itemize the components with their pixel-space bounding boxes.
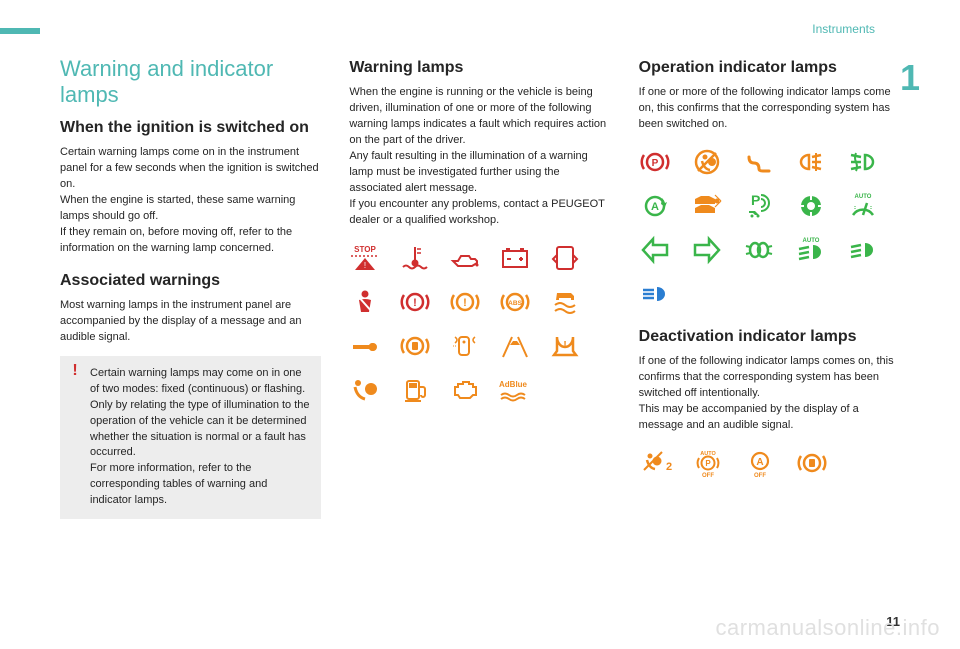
svg-text:2: 2 (666, 461, 672, 473)
svg-text:A: A (651, 201, 659, 213)
para-warning-lamps: When the engine is running or the vehicl… (349, 85, 610, 228)
brake-icon: ! (399, 287, 431, 317)
para-operation: If one or more of the following indicato… (639, 85, 900, 133)
front-fog-icon (847, 147, 879, 177)
column-2: Warning lamps When the engine is running… (349, 56, 610, 519)
column-3: Operation indicator lamps If one or more… (639, 56, 900, 519)
seatbelt-icon (349, 287, 381, 317)
service-icon (349, 331, 381, 361)
airbag-off-2-icon: 2 (639, 448, 673, 478)
handbrake-icon: P (639, 147, 671, 177)
park-assist-icon: P (743, 191, 775, 221)
tyre-pressure-icon: ! (549, 331, 581, 361)
airbag-icon (349, 375, 381, 405)
para-associated: Most warning lamps in the instrument pan… (60, 298, 321, 346)
svg-text:!: ! (364, 261, 366, 270)
svg-text:AdBlue: AdBlue (499, 380, 528, 389)
auto-p-off-icon: AUTO P OFF (691, 448, 725, 478)
svg-text:!: ! (413, 297, 417, 309)
svg-text:P: P (651, 158, 658, 169)
svg-text:!: ! (564, 340, 567, 351)
auto-wipe-icon: AUTO (847, 191, 879, 221)
preheat-icon (743, 147, 775, 177)
esp-icon (549, 287, 581, 317)
heading-operation: Operation indicator lamps (639, 58, 900, 77)
svg-text:OFF: OFF (754, 473, 766, 478)
brake-fault-icon: ! (449, 287, 481, 317)
stop-start-off-icon: A OFF (743, 448, 777, 478)
deactivation-icon-grid: 2 AUTO P OFF A OFF (639, 448, 900, 478)
abs-icon: ABS (499, 287, 531, 317)
svg-text:AUTO: AUTO (854, 194, 871, 200)
operation-icon-grid: P A P (639, 147, 900, 309)
esp-off-icon (795, 448, 829, 478)
callout-text: Certain warning lamps may come on in one… (90, 366, 311, 509)
page-title: Warning and indicator lamps (60, 56, 321, 108)
rear-fog-icon (795, 147, 827, 177)
svg-text:A: A (756, 457, 763, 468)
battery-icon (499, 243, 531, 273)
dipped-beam-icon (847, 235, 879, 265)
svg-text:ABS: ABS (508, 300, 522, 307)
fuel-low-icon (399, 375, 431, 405)
oil-pressure-icon (449, 243, 481, 273)
lane-departure-icon (499, 331, 531, 361)
passenger-airbag-off-icon (691, 147, 723, 177)
exclamation-icon: ! (68, 364, 82, 378)
left-turn-icon (639, 235, 671, 265)
right-turn-icon (691, 235, 723, 265)
svg-text:P: P (751, 192, 760, 208)
svg-text:OFF: OFF (702, 473, 714, 478)
svg-text:P: P (705, 459, 711, 468)
svg-text:AUTO: AUTO (802, 238, 819, 244)
watermark: carmanualsonline.info (715, 615, 940, 641)
lane-assist-active-icon (795, 191, 827, 221)
sidelights-icon (743, 235, 775, 265)
column-1: Warning and indicator lamps When the ign… (60, 56, 321, 519)
adblue-icon: AdBlue (499, 375, 531, 405)
warning-lamp-icon-grid: STOP ! ! ! (349, 243, 610, 405)
engine-diag-icon (449, 375, 481, 405)
heading-ignition: When the ignition is switched on (60, 118, 321, 137)
auto-dip-beam-icon: AUTO (795, 235, 827, 265)
stop-start-icon: A (639, 191, 671, 221)
para-deactivation: If one of the following indicator lamps … (639, 354, 900, 434)
main-beam-icon (639, 279, 671, 309)
para-ignition: Certain warning lamps come on in the ins… (60, 145, 321, 257)
key-diag-icon (449, 331, 481, 361)
svg-text:!: ! (463, 297, 467, 309)
stop-icon: STOP ! (349, 243, 381, 273)
coolant-temp-icon (399, 243, 431, 273)
heading-deactivation: Deactivation indicator lamps (639, 327, 900, 346)
heading-associated: Associated warnings (60, 271, 321, 290)
svg-text:STOP: STOP (355, 245, 377, 254)
callout-box: ! Certain warning lamps may come on in o… (60, 356, 321, 519)
blind-spot-icon (691, 191, 723, 221)
parking-brake-fault-icon (399, 331, 431, 361)
heading-warning-lamps: Warning lamps (349, 58, 610, 77)
door-open-icon (549, 243, 581, 273)
